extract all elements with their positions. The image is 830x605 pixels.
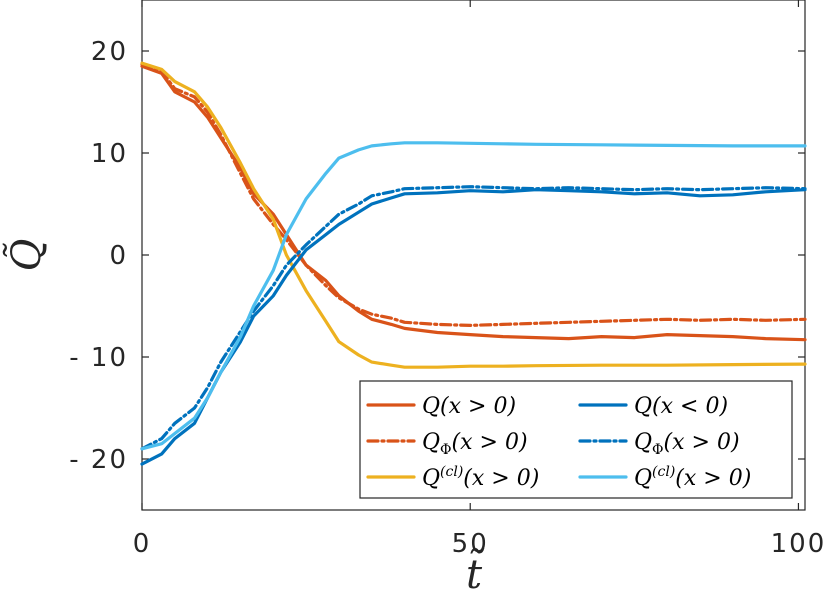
y-tick-label: 0 xyxy=(109,241,128,271)
legend-label-3: Q(cl)(x > 0) xyxy=(422,464,539,491)
y-tick-label: 10 xyxy=(91,139,128,169)
legend-label-5: QΦ(x > 0) xyxy=(634,430,740,458)
x-axis-label: t̃ xyxy=(466,548,484,598)
series-line-1 xyxy=(140,64,807,342)
legend: Q(x > 0) QΦ(x > 0) Q(cl)(x > 0) Q(x < 0) QΦ(… xyxy=(359,380,793,499)
x-tick-label: 50 xyxy=(452,529,489,559)
legend-label-2: QΦ(x > 0) xyxy=(422,430,528,458)
series-line-5 xyxy=(140,185,807,451)
x-tick-label: 100 xyxy=(771,529,827,559)
series-line-3 xyxy=(140,61,807,369)
legend-label-1: Q(x > 0) xyxy=(422,394,516,419)
legend-label-4: Q(x < 0) xyxy=(634,394,728,419)
series-line-6 xyxy=(140,141,807,451)
y-tick-label: 20 xyxy=(91,37,128,67)
series-line-2 xyxy=(140,62,807,327)
y-tick-label: - 20 xyxy=(69,445,128,475)
y-axis-label: Q̃ xyxy=(3,239,50,272)
y-tick-label: - 10 xyxy=(69,343,128,373)
legend-box xyxy=(359,380,793,499)
x-tick-label: 0 xyxy=(133,529,152,559)
legend-label-6: Q(cl)(x > 0) xyxy=(634,464,751,491)
